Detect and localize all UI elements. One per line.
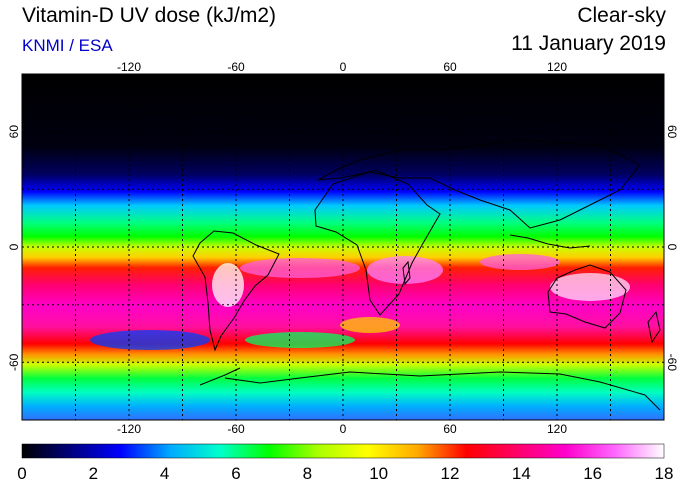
colorbar-tick-label: 6: [231, 464, 241, 483]
colorbar-tick-label: 8: [302, 464, 313, 483]
lon-labels-bottom: -120 -60 0 60 120: [117, 422, 567, 436]
lat-labels-left: 60 0 -60: [7, 125, 21, 371]
lon-tick-label: -60: [227, 422, 245, 436]
colorbar-tick-label: 14: [511, 464, 531, 483]
lon-tick-label: 120: [547, 60, 567, 74]
lat-tick-label: 60: [665, 125, 679, 139]
sky-mode: Clear-sky: [577, 4, 666, 27]
lon-tick-label: 60: [443, 422, 457, 436]
lat-tick-label: 0: [665, 244, 679, 251]
data-credit: KNMI / ESA: [22, 36, 113, 55]
lat-tick-label: -60: [7, 353, 21, 371]
colorbar-tick-label: 4: [159, 464, 170, 483]
lat-tick-label: 0: [7, 243, 21, 250]
lon-tick-label: 60: [443, 60, 457, 74]
lon-tick-label: -60: [227, 60, 245, 74]
colorbar-tick-label: 2: [88, 464, 99, 483]
colorbar-tick-label: 12: [440, 464, 460, 483]
map-title: Vitamin-D UV dose (kJ/m2): [22, 4, 277, 27]
lon-tick-label: -120: [117, 60, 141, 74]
colorbar-tick-label: 0: [17, 464, 27, 483]
lat-labels-right: 60 0 -60: [665, 125, 679, 371]
map-date: 11 January 2019: [511, 32, 666, 55]
colorbar-tick-label: 16: [583, 464, 603, 483]
colorbar: [21, 443, 665, 459]
lon-tick-label: 0: [340, 60, 347, 74]
colorbar-tick-label: 10: [369, 464, 389, 483]
map-border: [21, 73, 665, 421]
coastlines: [192, 139, 661, 411]
lon-tick-label: 0: [340, 422, 347, 436]
lon-tick-label: -120: [117, 422, 141, 436]
lon-tick-label: 120: [547, 422, 567, 436]
colorbar-tick-label: 18: [654, 464, 674, 483]
lon-labels-top: -120 -60 0 60 120: [117, 60, 567, 74]
lat-tick-label: -60: [665, 354, 679, 372]
lat-lon-grid: [22, 74, 664, 420]
lat-tick-label: 60: [7, 125, 21, 139]
